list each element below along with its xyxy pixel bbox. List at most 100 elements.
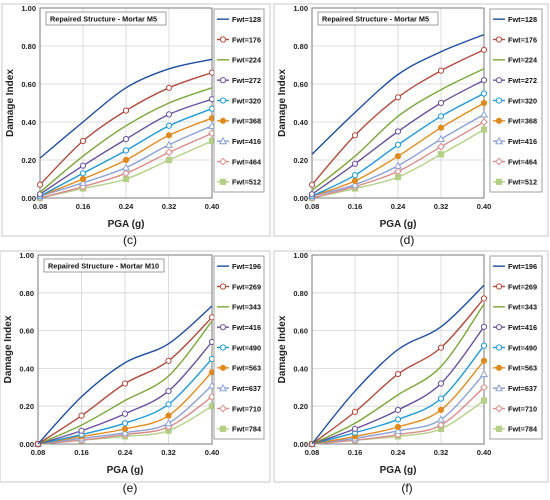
y-tick-label: 0.00 (21, 194, 36, 203)
marker-point (165, 412, 172, 419)
legend-label: Fwt=272 (232, 76, 261, 85)
marker-point (219, 178, 227, 185)
x-tick-label: 0.40 (205, 202, 220, 211)
series-group (307, 33, 489, 202)
series-1 (311, 33, 485, 155)
x-tick-label: 0.16 (348, 448, 363, 457)
legend-item: Fwt=368 (493, 117, 537, 126)
x-tick-label: 0.24 (391, 202, 406, 211)
y-tick-label: 0.60 (19, 327, 34, 336)
legend-label: Fwt=710 (508, 404, 537, 413)
plot-frame (311, 254, 485, 445)
series-line (37, 320, 213, 445)
y-axis-title: Damage Index (277, 315, 288, 383)
marker-point (121, 163, 131, 171)
marker-point (495, 97, 503, 104)
marker-point (495, 404, 503, 413)
legend-label: Fwt=269 (232, 282, 261, 291)
x-tick-label: 0.24 (118, 448, 133, 457)
legend-item: Fwt=563 (217, 364, 261, 373)
chart-area-frame (273, 250, 549, 483)
marker-point (437, 67, 445, 74)
legend-label: Fwt=128 (232, 15, 261, 24)
legend-item: Fwt=128 (217, 15, 261, 24)
x-axis-title: PGA (g) (380, 465, 417, 476)
legend-label: Fwt=512 (508, 178, 537, 187)
marker-point (394, 94, 402, 101)
y-tick-label: 0.60 (293, 327, 308, 336)
legend-item: Fwt=176 (217, 35, 261, 44)
x-tick-label: 0.16 (74, 448, 89, 457)
legend-item: Fwt=343 (493, 303, 537, 312)
x-tick-label: 0.24 (119, 202, 134, 211)
legend-label: Fwt=343 (232, 303, 261, 312)
y-tick-label: 0.80 (293, 289, 308, 298)
marker-point (78, 427, 85, 434)
legend-label: Fwt=710 (232, 404, 261, 413)
marker-point (480, 90, 488, 97)
marker-point (164, 418, 173, 427)
panel-label: (c) (123, 233, 137, 247)
marker-point (437, 406, 445, 414)
legend-item: Fwt=710 (217, 404, 261, 413)
marker-point (79, 137, 87, 145)
y-tick-label: 0.60 (21, 80, 36, 89)
series-2 (36, 69, 216, 188)
x-tick-label: 0.16 (348, 202, 363, 211)
legend-label: Fwt=563 (232, 364, 261, 373)
marker-point (495, 117, 503, 124)
marker-point (308, 191, 316, 198)
x-tick-label: 0.40 (205, 448, 220, 457)
marker-point (219, 36, 227, 43)
marker-point (480, 397, 488, 404)
series-3 (37, 320, 213, 445)
y-tick-label: 0.20 (293, 156, 308, 165)
marker-point (495, 77, 503, 84)
marker-point (394, 167, 402, 176)
legend-label: Fwt=176 (508, 35, 537, 44)
legend-item: Fwt=710 (493, 404, 537, 413)
series-3 (39, 87, 213, 193)
marker-point (495, 425, 503, 432)
legend-item: Fwt=320 (493, 96, 537, 105)
y-tick-label: 0.40 (21, 118, 36, 127)
x-axis-title: PGA (g) (380, 219, 417, 230)
legend-item: Fwt=272 (217, 76, 261, 85)
legend-label: Fwt=637 (232, 384, 261, 393)
marker-point (165, 156, 173, 164)
x-tick-label: 0.08 (305, 448, 320, 457)
panel-label: (e) (123, 481, 138, 495)
annotation-frame (317, 11, 439, 26)
marker-point (436, 415, 446, 423)
legend-item: Fwt=512 (217, 178, 261, 187)
series-group (307, 284, 489, 448)
y-tick-label: 0.00 (293, 194, 308, 203)
marker-point (495, 36, 503, 43)
marker-point (351, 177, 359, 184)
legend-item: Fwt=637 (493, 383, 537, 393)
marker-point (480, 383, 488, 392)
x-tick-label: 0.32 (162, 202, 177, 211)
series-1 (311, 284, 485, 445)
legend-item: Fwt=637 (217, 383, 261, 393)
legend-item: Fwt=128 (493, 15, 537, 24)
marker-point (351, 172, 359, 179)
annotation-text: Repaired Structure - Mortar M5 (322, 15, 429, 24)
legend-label: Fwt=464 (508, 157, 538, 166)
series-group (35, 58, 217, 202)
legend-item: Fwt=176 (493, 35, 537, 44)
marker-point (394, 128, 402, 135)
marker-point (351, 425, 359, 432)
legend-item: Fwt=784 (217, 425, 262, 434)
plot-frame (37, 254, 213, 445)
panel-label: (d) (400, 233, 415, 247)
y-tick-label: 0.80 (19, 289, 34, 298)
marker-point (437, 142, 445, 151)
marker-point (219, 344, 227, 351)
marker-point (394, 370, 402, 378)
legend: Fwt=196 Fwt=269 Fwt=343 Fwt=416 Fwt=490 Fwt=5… (489, 255, 543, 440)
legend-label: Fwt=343 (508, 303, 537, 312)
legend-label: Fwt=563 (508, 364, 537, 373)
marker-point (495, 324, 503, 331)
y-tick-label: 0.60 (293, 80, 308, 89)
